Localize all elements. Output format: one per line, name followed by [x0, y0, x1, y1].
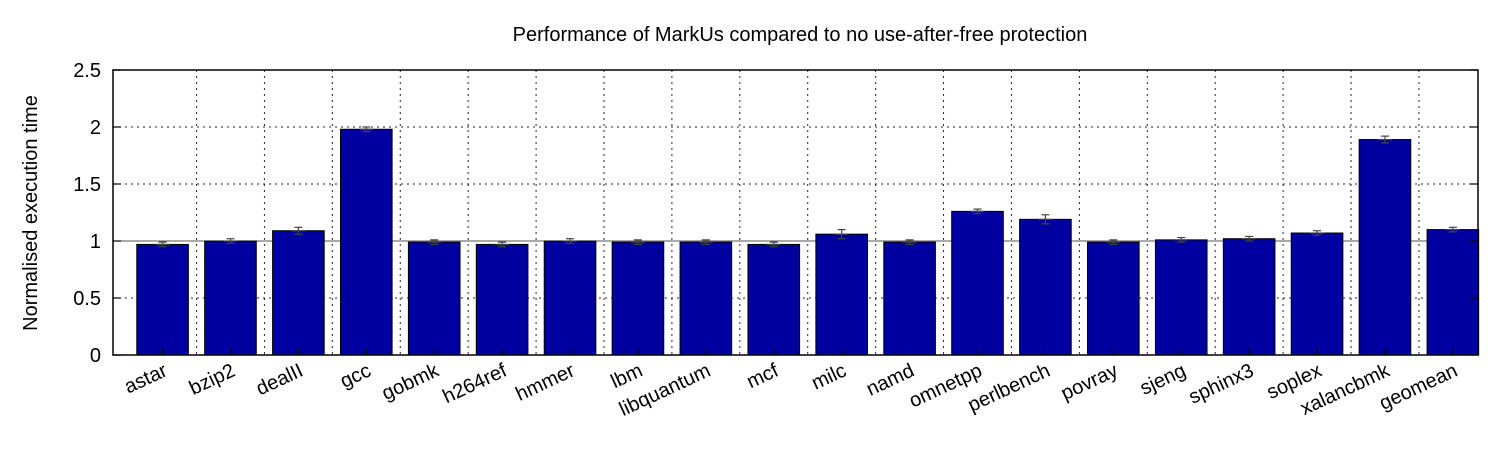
x-tick-label-dealII: dealII: [253, 360, 307, 401]
error-bar-sjeng: [1174, 236, 1189, 243]
y-tick-label: 0: [90, 345, 101, 367]
error-bar-hmmer: [563, 238, 578, 244]
y-tick-label: 1: [90, 231, 101, 253]
bar-gobmk: [407, 241, 461, 356]
x-tick-label-gobmk: gobmk: [379, 359, 444, 405]
error-bars: [155, 126, 1460, 248]
bar-soplex: [1290, 232, 1344, 356]
bar-sphinx3: [1222, 238, 1276, 356]
bar-povray: [1087, 241, 1140, 356]
y-tick-label: 2: [90, 117, 101, 139]
x-tick-label-mcf: mcf: [743, 359, 782, 393]
x-tick-label-sphinx3: sphinx3: [1185, 360, 1257, 409]
plot-frame: [112, 69, 1479, 356]
bar-namd: [883, 241, 936, 356]
bar-h264ref: [475, 243, 529, 356]
x-tick-label-sjeng: sjeng: [1137, 360, 1190, 400]
y-tick-label: 0.5: [73, 288, 101, 310]
x-tick-label-bzip2: bzip2: [186, 360, 239, 400]
y-tick-label: 2.5: [73, 60, 101, 82]
x-tick-label-gcc: gcc: [337, 360, 375, 393]
bar-xalancbmk: [1358, 139, 1412, 356]
bar-astar: [136, 243, 189, 356]
error-bar-astar: [155, 241, 170, 248]
error-bar-omnetpp: [970, 208, 985, 215]
x-tick-label-h264ref: h264ref: [439, 359, 510, 408]
bar-bzip2: [204, 240, 257, 356]
y-tick-label: 1.5: [73, 174, 101, 196]
x-tick-label-hmmer: hmmer: [512, 359, 578, 405]
x-tick-label-povray: povray: [1058, 360, 1122, 405]
error-bar-milc: [834, 229, 849, 240]
x-tick-label-astar: astar: [121, 359, 171, 398]
x-tick-label-geomean: geomean: [1376, 360, 1461, 415]
x-tick-label-lbm: lbm: [608, 360, 647, 394]
error-bar-h264ref: [495, 241, 510, 248]
error-bar-geomean: [1445, 226, 1460, 233]
bar-sjeng: [1154, 239, 1208, 356]
bar-perlbench: [1019, 218, 1072, 356]
bar-hmmer: [543, 240, 597, 356]
error-bar-dealII: [291, 226, 306, 235]
error-bar-bzip2: [223, 238, 238, 244]
y-axis-label: Normalised execution time: [20, 95, 42, 331]
bar-geomean: [1426, 229, 1480, 356]
bars: [136, 128, 1480, 356]
bar-lbm: [611, 241, 665, 356]
y-ticks: 0 0.5 1 1.5 2 2.5: [73, 60, 1478, 367]
bar-libquantum: [679, 241, 733, 356]
error-bar-xalancbmk: [1377, 135, 1392, 144]
bar-milc: [815, 233, 868, 356]
error-bar-namd: [902, 239, 917, 246]
chart-title: Performance of MarkUs compared to no use…: [513, 24, 1088, 46]
error-bar-perlbench: [1038, 214, 1053, 225]
bar-dealII: [272, 230, 325, 356]
error-bar-libquantum: [698, 239, 713, 246]
error-bar-sphinx3: [1242, 235, 1257, 242]
error-bar-mcf: [766, 241, 781, 248]
error-bar-lbm: [630, 239, 645, 246]
error-bar-gcc: [359, 126, 374, 133]
error-bar-soplex: [1310, 230, 1325, 236]
bar-gcc: [340, 128, 393, 356]
x-tick-label-milc: milc: [808, 360, 850, 395]
error-bar-gobmk: [427, 239, 442, 246]
error-bar-povray: [1106, 239, 1121, 246]
bar-omnetpp: [951, 210, 1004, 356]
bar-mcf: [747, 243, 801, 356]
